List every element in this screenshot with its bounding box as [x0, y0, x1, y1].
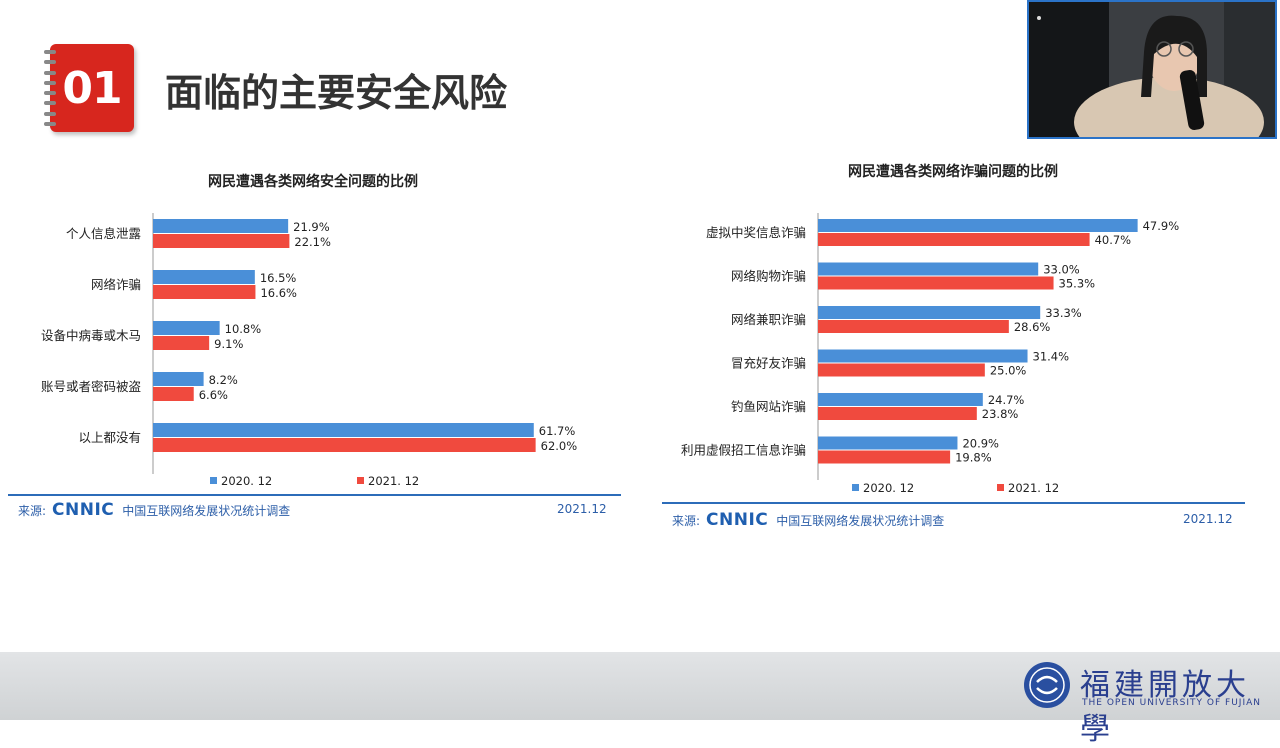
data-label: 28.6% — [1014, 320, 1051, 334]
bar-2020 — [818, 393, 983, 406]
category-label: 网络诈骗 — [91, 277, 141, 292]
bar-2021 — [153, 234, 290, 248]
category-label: 虚拟中奖信息诈骗 — [706, 225, 806, 240]
cnnic-logo: CNNIC — [52, 500, 115, 520]
category-label: 个人信息泄露 — [66, 226, 142, 241]
bar-2021 — [818, 450, 951, 464]
university-emblem — [1024, 662, 1070, 708]
legend-swatch — [357, 477, 364, 484]
cnnic-logo: CNNIC — [706, 510, 769, 530]
bar-2020 — [153, 219, 289, 233]
bar-2021 — [153, 438, 536, 452]
data-label: 33.0% — [1043, 263, 1080, 277]
bar-2020 — [818, 349, 1028, 363]
data-label: 16.5% — [260, 271, 297, 285]
right-source-rule — [662, 502, 1245, 504]
chart-security-issues: 网民遭遇各类网络安全问题的比例个人信息泄露 21.9% 22.1% 网络诈骗 16.5%… — [0, 140, 640, 540]
data-label: 8.2% — [209, 373, 238, 387]
category-label: 冒充好友诈骗 — [731, 356, 806, 371]
chart-fraud-issues: 网民遭遇各类网络诈骗问题的比例虚拟中奖信息诈骗 47.9% 40.7% 网络购物诈骗 3… — [655, 140, 1265, 540]
bar-2020 — [153, 321, 220, 335]
university-name-en: THE OPEN UNIVERSITY OF FUJIAN — [1082, 698, 1261, 708]
data-label: 23.8% — [982, 407, 1019, 421]
data-label: 6.6% — [199, 388, 228, 402]
legend-label: 2021. 12 — [368, 474, 419, 488]
data-label: 31.4% — [1033, 350, 1070, 364]
data-label: 47.9% — [1143, 219, 1180, 233]
legend-swatch — [997, 484, 1004, 491]
category-label: 利用虚假招工信息诈骗 — [681, 443, 806, 458]
data-label: 33.3% — [1045, 306, 1082, 320]
legend-label: 2020. 12 — [221, 474, 272, 488]
bar-2021 — [818, 407, 977, 420]
chart-title: 网民遭遇各类网络安全问题的比例 — [208, 173, 418, 190]
bar-2020 — [153, 372, 204, 386]
chart-title: 网民遭遇各类网络诈骗问题的比例 — [848, 163, 1058, 180]
left-source-note: 来源: CNNIC 中国互联网络发展状况统计调查 — [18, 500, 290, 520]
bar-2021 — [818, 363, 985, 377]
webcam-video — [1027, 0, 1277, 139]
data-label: 20.9% — [962, 437, 999, 451]
bar-2021 — [818, 233, 1090, 246]
left-source-rule — [8, 494, 621, 496]
data-label: 24.7% — [988, 393, 1025, 407]
data-label: 62.0% — [541, 439, 578, 453]
data-label: 9.1% — [214, 337, 243, 351]
bar-2021 — [153, 285, 256, 299]
legend-label: 2020. 12 — [863, 481, 914, 495]
data-label: 35.3% — [1059, 277, 1096, 291]
source-label: 来源: — [18, 503, 47, 518]
data-label: 61.7% — [539, 424, 576, 438]
category-label: 账号或者密码被盗 — [41, 379, 141, 394]
bar-2020 — [818, 436, 958, 450]
left-source-date: 2021.12 — [557, 502, 607, 516]
category-label: 网络兼职诈骗 — [731, 312, 806, 327]
bar-2021 — [818, 276, 1054, 290]
category-label: 设备中病毒或木马 — [41, 328, 141, 343]
source-description: 中国互联网络发展状况统计调查 — [122, 503, 291, 518]
legend-swatch — [852, 484, 859, 491]
category-label: 以上都没有 — [78, 430, 141, 445]
data-label: 16.6% — [260, 286, 297, 300]
presenter-image — [1029, 2, 1275, 137]
data-label: 10.8% — [225, 322, 262, 336]
data-label: 40.7% — [1095, 233, 1132, 247]
bar-2021 — [153, 336, 210, 350]
section-number: 01 — [62, 62, 122, 114]
legend-label: 2021. 12 — [1008, 481, 1059, 495]
binder-rings — [44, 50, 56, 126]
right-source-note: 来源: CNNIC 中国互联网络发展状况统计调查 — [672, 510, 944, 530]
data-label: 19.8% — [955, 451, 992, 465]
category-label: 钓鱼网站诈骗 — [731, 399, 806, 414]
bar-2020 — [818, 306, 1041, 319]
bar-2020 — [818, 219, 1138, 232]
category-label: 网络购物诈骗 — [731, 269, 806, 284]
bar-2021 — [153, 387, 194, 401]
bar-2020 — [153, 423, 534, 437]
section-badge: 01 — [44, 44, 134, 132]
legend-swatch — [210, 477, 217, 484]
bar-2020 — [153, 270, 255, 284]
data-label: 22.1% — [294, 235, 331, 249]
data-label: 25.0% — [990, 364, 1027, 378]
bar-2020 — [818, 262, 1039, 276]
bar-2021 — [818, 320, 1009, 333]
data-label: 21.9% — [293, 220, 330, 234]
slide-title: 面临的主要安全风险 — [165, 71, 508, 115]
right-source-date: 2021.12 — [1183, 512, 1233, 526]
source-description: 中国互联网络发展状况统计调查 — [776, 513, 945, 528]
source-label: 来源: — [672, 513, 701, 528]
